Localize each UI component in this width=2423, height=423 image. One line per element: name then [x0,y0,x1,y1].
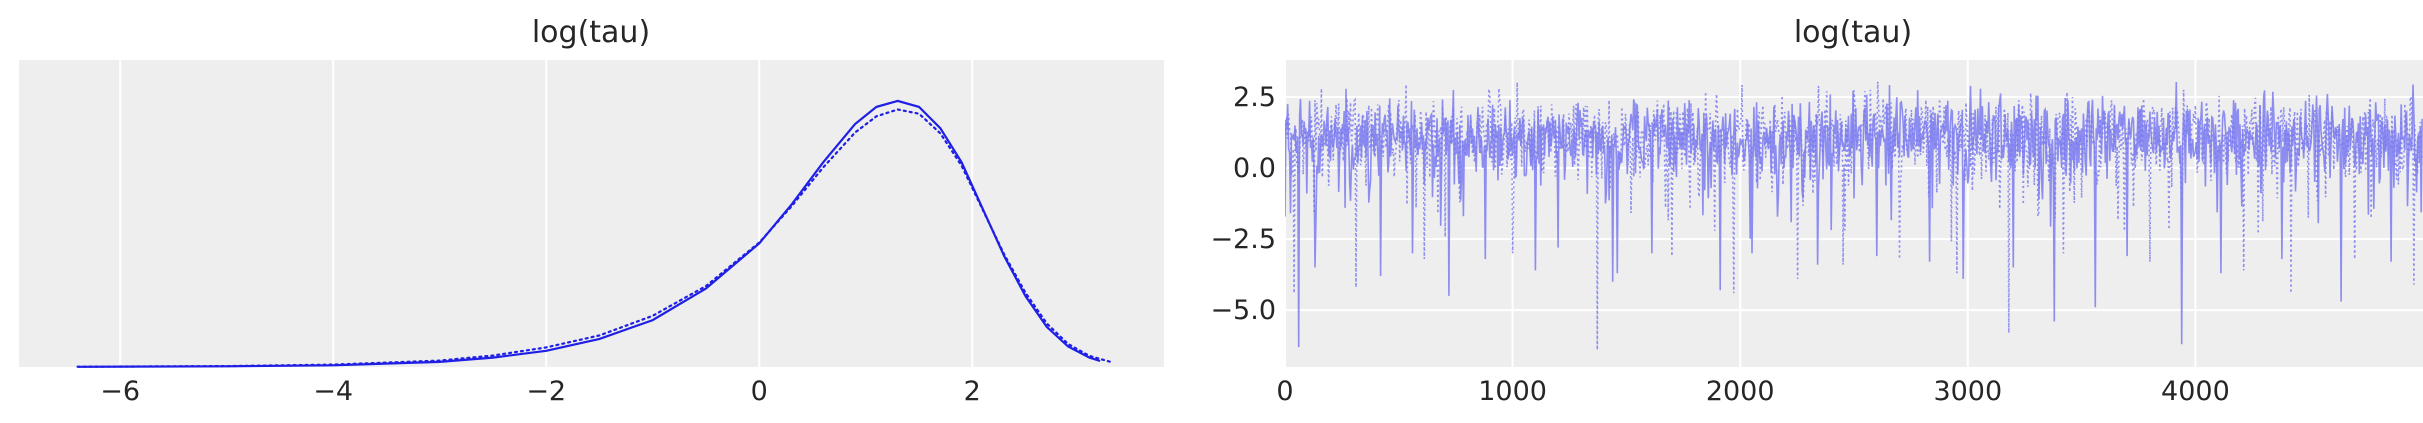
kde-x-tick-label: 0 [751,376,768,407]
kde-series-line-solid [77,99,1101,368]
trace-y-tick-label: −2.5 [1210,224,1276,255]
kde-series-line-dotted [76,108,1112,368]
trace-x-tick-label: 0 [1276,376,1293,407]
kde-title: log(tau) [532,15,650,50]
trace-series-line-dotted [1285,81,2423,350]
kde-plot-area [19,60,1164,367]
trace-y-tick-label: −5.0 [1210,295,1276,326]
kde-x-tick-label: 2 [964,376,981,407]
trace-y-tick-label: 0.0 [1233,153,1276,184]
kde-x-tick-label: −2 [526,376,566,407]
kde-grid [119,60,974,367]
trace-panel: 0 1000 2000 3000 4000 2.5 0.0 −2.5 −5.0 log(tau) [1210,15,2423,407]
kde-ticks: −6 −4 −2 0 2 [100,376,981,407]
trace-x-tick-label: 3000 [1933,376,2002,407]
kde-x-tick-label: −6 [100,376,140,407]
trace-ticks: 0 1000 2000 3000 4000 2.5 0.0 −2.5 −5.0 [1210,82,2229,407]
trace-x-tick-label: 2000 [1706,376,1775,407]
kde-panel: −6 −4 −2 0 2 log(tau) [19,15,1164,407]
trace-x-tick-label: 4000 [2161,376,2230,407]
kde-x-tick-label: −4 [313,376,353,407]
trace-x-tick-label: 1000 [1478,376,1547,407]
trace-series [1285,81,2423,350]
trace-y-tick-label: 2.5 [1233,82,1276,113]
trace-title: log(tau) [1794,15,1912,50]
kde-series [76,99,1112,368]
